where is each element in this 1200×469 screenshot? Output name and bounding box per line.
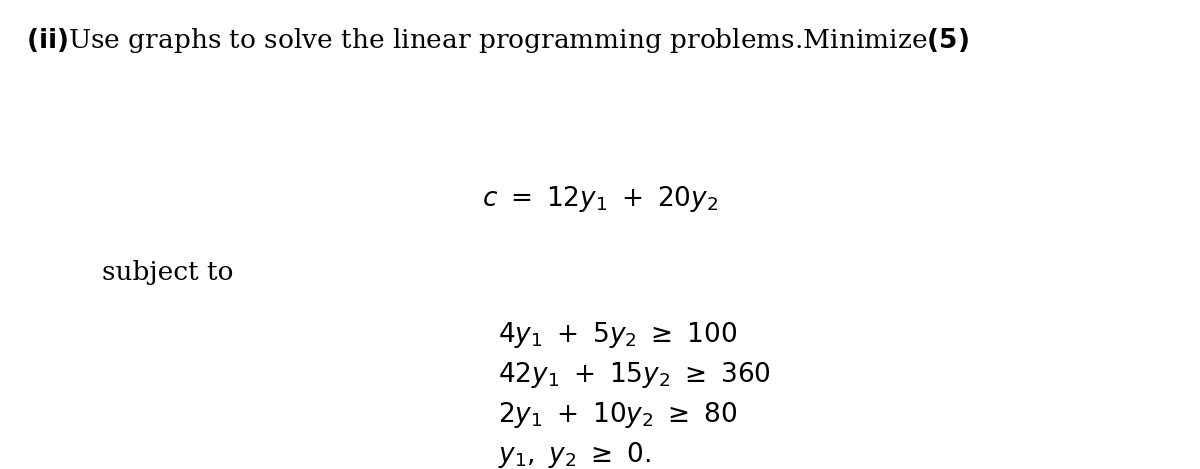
Text: $y_1,\ y_2\ \geq\ 0.$: $y_1,\ y_2\ \geq\ 0.$ bbox=[498, 440, 650, 469]
Text: $c\ =\ 12y_1\ +\ 20y_2$: $c\ =\ 12y_1\ +\ 20y_2$ bbox=[482, 184, 718, 214]
Text: $4y_1\ +\ 5y_2\ \geq\ 100$: $4y_1\ +\ 5y_2\ \geq\ 100$ bbox=[498, 320, 737, 350]
Text: $\bf{(ii)}$Use graphs to solve the linear programming problems.Minimize$\bf{(5)}: $\bf{(ii)}$Use graphs to solve the linea… bbox=[26, 26, 970, 55]
Text: $2y_1\ +\ 10y_2\ \geq\ 80$: $2y_1\ +\ 10y_2\ \geq\ 80$ bbox=[498, 400, 737, 430]
Text: subject to: subject to bbox=[102, 259, 234, 285]
Text: $42y_1\ +\ 15y_2\ \geq\ 360$: $42y_1\ +\ 15y_2\ \geq\ 360$ bbox=[498, 360, 770, 390]
